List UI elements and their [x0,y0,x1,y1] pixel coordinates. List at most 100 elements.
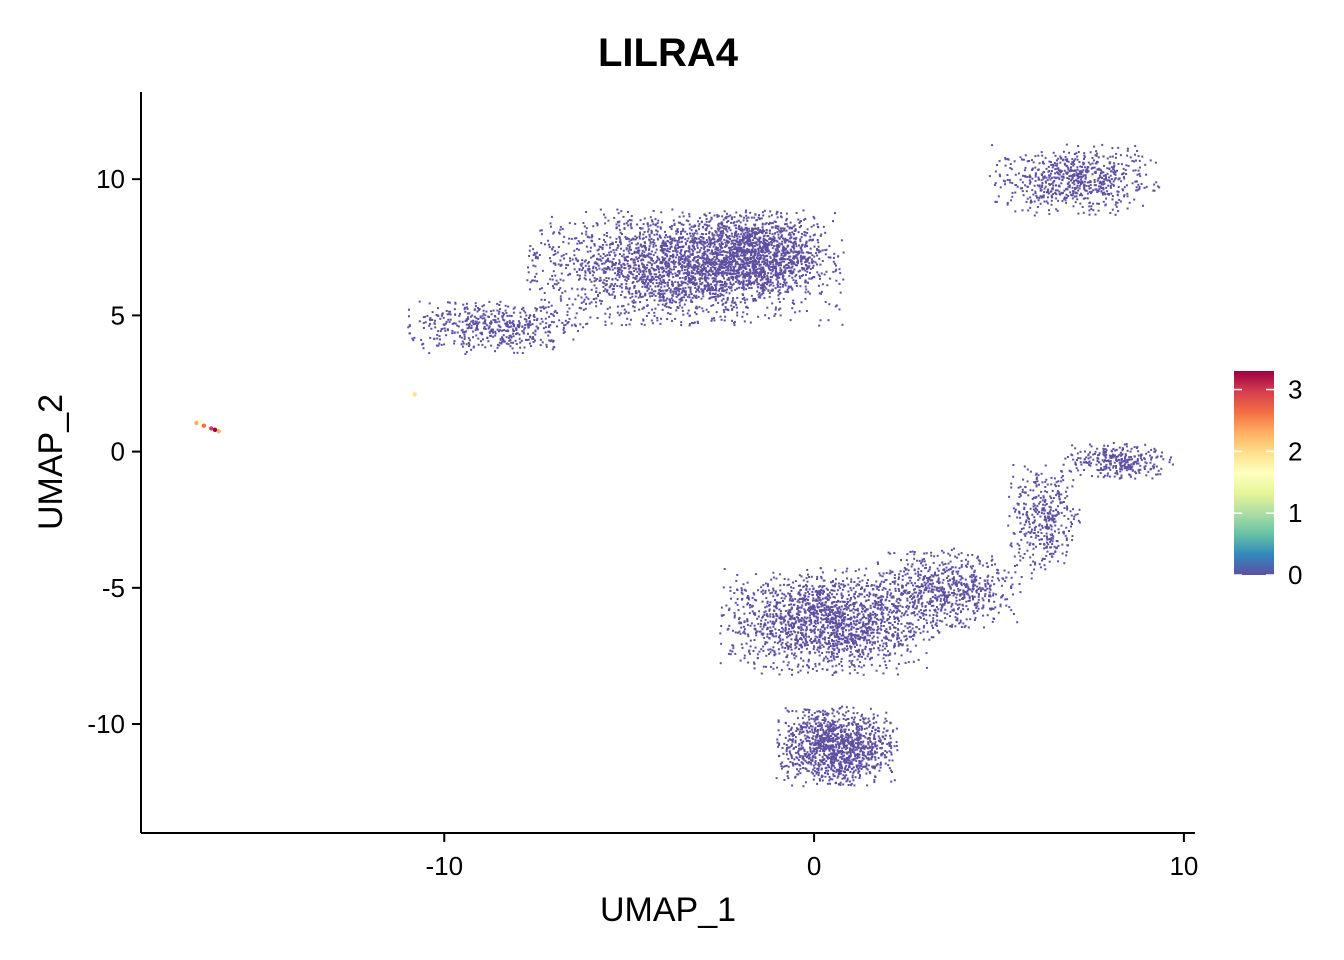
cell-point [673,265,676,268]
cell-point [715,281,718,284]
cell-point [745,274,748,276]
cell-point [470,320,473,323]
cell-point [645,266,648,269]
cell-point [1069,168,1072,171]
cell-point [1116,201,1119,204]
cell-point [1121,172,1124,175]
cell-point [604,312,607,315]
cell-point [675,295,678,298]
cell-point [527,326,530,329]
cell-point [461,345,464,348]
cell-point [574,222,577,225]
cell-point [610,322,613,325]
cell-point [1075,463,1077,466]
cell-point [661,289,664,292]
cell-point [705,260,708,263]
cell-point [602,271,605,274]
cell-point [664,253,667,256]
cell-point [692,259,695,261]
cell-point [551,348,554,351]
cell-point [715,240,718,243]
cell-point [787,291,790,294]
cell-point [584,278,587,281]
cell-point [661,303,664,306]
cell-point [781,243,784,246]
cell-point [782,247,785,250]
cell-point [734,263,737,266]
cell-point [605,243,608,246]
cell-point [708,246,711,248]
cell-point [626,317,629,320]
cell-point [1084,174,1087,177]
cell-point [1045,176,1048,179]
cell-point [800,236,803,239]
cell-point [497,312,500,315]
cell-point [705,220,708,223]
cell-point [671,282,674,285]
cell-point [1126,154,1129,157]
cell-point [643,323,646,326]
cell-point [582,326,585,329]
cell-point [638,273,641,276]
cell-point [668,279,671,281]
cell-point [796,257,799,260]
cell-point [1052,163,1054,166]
cell-point [726,221,729,224]
cell-point [674,317,677,320]
cell-point [751,251,754,254]
cell-point [523,318,526,321]
cell-point [756,281,759,284]
cell-point [792,271,795,274]
cell-point [463,333,466,336]
cell-point [1034,166,1037,169]
cell-point [578,306,581,309]
points-layer [407,143,1174,788]
cell-point [720,236,723,239]
cell-point [1087,185,1090,188]
cell-point [1070,179,1072,182]
cell-point [655,229,658,232]
cell-point [1112,168,1115,171]
cell-point [734,232,737,235]
cell-point [1099,175,1102,178]
cell-point [734,272,737,275]
cell-point [605,267,607,270]
cell-point [534,257,537,259]
cell-point [742,288,745,291]
cell-point [727,260,730,263]
cell-point [764,281,767,284]
cell-point [1060,157,1063,160]
cell-point [702,263,704,266]
cell-point [770,214,773,217]
cell-point [783,254,786,257]
cell-point [559,225,562,228]
cell-point [733,236,736,239]
cell-point [607,265,609,268]
cell-point [1102,155,1105,158]
cell-point [503,319,506,322]
cell-point [1055,171,1058,174]
cell-point [688,248,691,251]
cell-point [1117,162,1120,165]
cell-point [697,285,700,288]
cell-point [637,290,640,293]
cell-point [525,318,528,321]
cell-point [719,253,722,256]
cell-point [1123,186,1126,189]
cell-point [600,302,603,305]
cell-point [663,258,666,261]
cell-point [730,275,733,278]
cell-point [594,279,597,282]
cell-point [1004,180,1006,183]
cell-point [1122,167,1125,170]
cell-point [726,212,728,215]
cell-point [647,249,650,252]
cell-point [1161,451,1164,454]
cell-point [708,263,711,266]
cell-point [1110,178,1113,181]
cell-point [760,256,763,259]
cell-point [520,339,523,342]
cell-point [679,277,681,280]
cell-point [694,282,697,285]
cell-point [1061,199,1064,202]
